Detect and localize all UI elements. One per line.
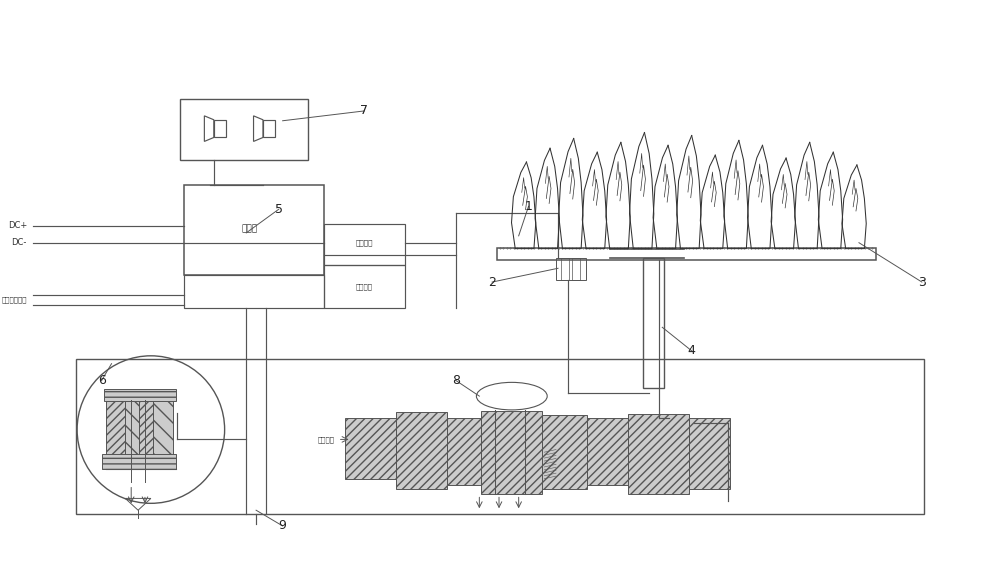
Text: 9: 9 (279, 519, 287, 532)
Bar (106, 401, 125, 455)
Text: 5: 5 (275, 203, 283, 216)
Text: 3: 3 (918, 275, 926, 288)
Text: 燃气输入: 燃气输入 (318, 436, 335, 443)
Bar (587, 418, 628, 484)
Bar (556, 258, 586, 280)
Bar (643, 258, 664, 388)
Bar (345, 418, 396, 479)
Bar (180, 99, 308, 160)
Bar (102, 454, 176, 469)
Bar (104, 389, 176, 401)
Bar (561, 258, 569, 280)
Bar (447, 418, 481, 484)
Text: 1: 1 (525, 200, 532, 213)
Bar (689, 418, 730, 488)
Text: 7: 7 (360, 104, 368, 117)
Text: 高压点火: 高压点火 (356, 239, 373, 246)
Text: DC-: DC- (12, 238, 27, 247)
Bar (572, 258, 580, 280)
Bar (396, 412, 447, 488)
Text: 4: 4 (688, 344, 696, 357)
Bar (324, 224, 405, 265)
Bar (125, 401, 139, 455)
Text: 8: 8 (452, 374, 460, 387)
Text: 音乐信号: 音乐信号 (356, 284, 373, 290)
Bar (153, 401, 173, 455)
Text: 音乐信号输入: 音乐信号输入 (1, 296, 27, 303)
Bar (263, 120, 275, 137)
Bar (184, 185, 324, 275)
Bar (628, 414, 689, 495)
Text: 主控机: 主控机 (241, 225, 257, 234)
Bar (214, 120, 226, 137)
Text: DC+: DC+ (8, 222, 27, 230)
Bar (542, 415, 587, 488)
Bar (497, 247, 876, 260)
Bar (139, 401, 153, 455)
Bar (76, 359, 924, 514)
Text: 6: 6 (98, 374, 106, 387)
Text: 2: 2 (488, 275, 496, 288)
Bar (481, 411, 542, 495)
Bar (324, 265, 405, 308)
Bar (184, 275, 324, 308)
